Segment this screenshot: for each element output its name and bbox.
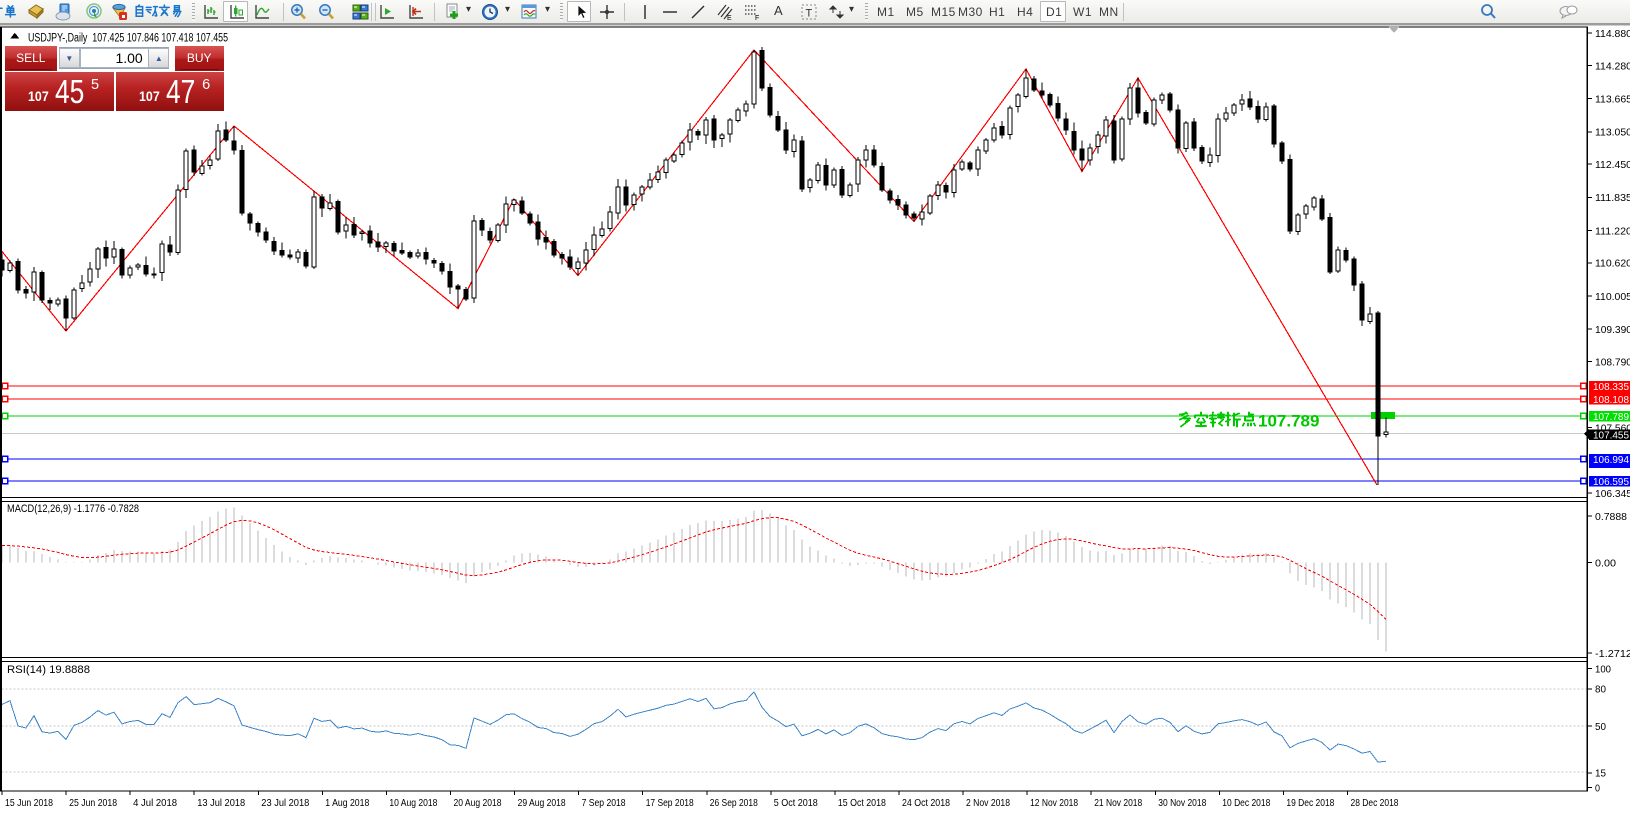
svg-text:111.835: 111.835 <box>1595 192 1630 204</box>
svg-text:5 Oct 2018: 5 Oct 2018 <box>774 797 818 809</box>
svg-text:112.450: 112.450 <box>1595 159 1630 171</box>
svg-text:2 Nov 2018: 2 Nov 2018 <box>966 797 1010 809</box>
svg-text:106.345: 106.345 <box>1595 488 1630 500</box>
svg-text:17 Sep 2018: 17 Sep 2018 <box>646 797 694 809</box>
svg-text:30 Nov 2018: 30 Nov 2018 <box>1158 797 1206 809</box>
svg-text:0: 0 <box>1595 782 1600 794</box>
svg-text:26 Sep 2018: 26 Sep 2018 <box>710 797 758 809</box>
svg-text:13 Jul 2018: 13 Jul 2018 <box>197 797 245 809</box>
svg-text:107.789: 107.789 <box>1258 412 1319 431</box>
svg-text:28 Dec 2018: 28 Dec 2018 <box>1351 797 1399 809</box>
svg-text:24 Oct 2018: 24 Oct 2018 <box>902 797 950 809</box>
svg-text:50: 50 <box>1595 721 1606 733</box>
svg-text:10 Dec 2018: 10 Dec 2018 <box>1222 797 1270 809</box>
svg-text:113.050: 113.050 <box>1595 127 1630 139</box>
svg-text:100: 100 <box>1595 663 1611 675</box>
svg-text:25 Jun 2018: 25 Jun 2018 <box>69 797 117 809</box>
svg-text:108.335: 108.335 <box>1593 381 1629 393</box>
svg-text:USDJPY-,Daily 107.425 107.846: USDJPY-,Daily 107.425 107.846 107.418 10… <box>28 33 228 45</box>
svg-text:114.880: 114.880 <box>1595 28 1630 40</box>
svg-text:1 Aug 2018: 1 Aug 2018 <box>325 797 369 809</box>
svg-text:12 Nov 2018: 12 Nov 2018 <box>1030 797 1078 809</box>
svg-text:111.220: 111.220 <box>1595 225 1630 237</box>
svg-text:114.280: 114.280 <box>1595 60 1630 72</box>
svg-text:106.595: 106.595 <box>1593 476 1629 488</box>
svg-text:80: 80 <box>1595 684 1606 696</box>
svg-text:110.620: 110.620 <box>1595 258 1630 270</box>
svg-text:F: F <box>755 15 759 21</box>
svg-text:106.994: 106.994 <box>1593 454 1629 466</box>
svg-text:110.005: 110.005 <box>1595 291 1630 303</box>
svg-text:0.00: 0.00 <box>1595 557 1616 569</box>
svg-text:15 Jun 2018: 15 Jun 2018 <box>5 797 53 809</box>
svg-text:108.790: 108.790 <box>1595 356 1630 368</box>
svg-text:10 Aug 2018: 10 Aug 2018 <box>389 797 437 809</box>
svg-text:MACD(12,26,9) -1.1776 -0.7828: MACD(12,26,9) -1.1776 -0.7828 <box>7 503 139 515</box>
svg-text:15 Oct 2018: 15 Oct 2018 <box>838 797 886 809</box>
svg-text:107.455: 107.455 <box>1593 430 1629 442</box>
svg-text:20 Aug 2018: 20 Aug 2018 <box>454 797 502 809</box>
svg-text:21 Nov 2018: 21 Nov 2018 <box>1094 797 1142 809</box>
svg-text:113.665: 113.665 <box>1595 93 1630 105</box>
svg-text:E: E <box>727 15 732 21</box>
svg-text:0.7888: 0.7888 <box>1595 511 1627 523</box>
svg-text:19 Dec 2018: 19 Dec 2018 <box>1286 797 1334 809</box>
svg-text:15: 15 <box>1595 768 1606 780</box>
svg-text:23 Jul 2018: 23 Jul 2018 <box>261 797 309 809</box>
svg-text:107.789: 107.789 <box>1593 411 1629 423</box>
svg-text:7 Sep 2018: 7 Sep 2018 <box>582 797 626 809</box>
svg-text:29 Aug 2018: 29 Aug 2018 <box>518 797 566 809</box>
svg-text:-1.2712: -1.2712 <box>1595 648 1630 660</box>
svg-text:RSI(14) 19.8888: RSI(14) 19.8888 <box>7 664 90 676</box>
svg-text:108.108: 108.108 <box>1593 394 1629 406</box>
svg-text:4 Jul 2018: 4 Jul 2018 <box>133 797 177 809</box>
svg-text:109.390: 109.390 <box>1595 324 1630 336</box>
svg-text:T: T <box>806 8 813 20</box>
